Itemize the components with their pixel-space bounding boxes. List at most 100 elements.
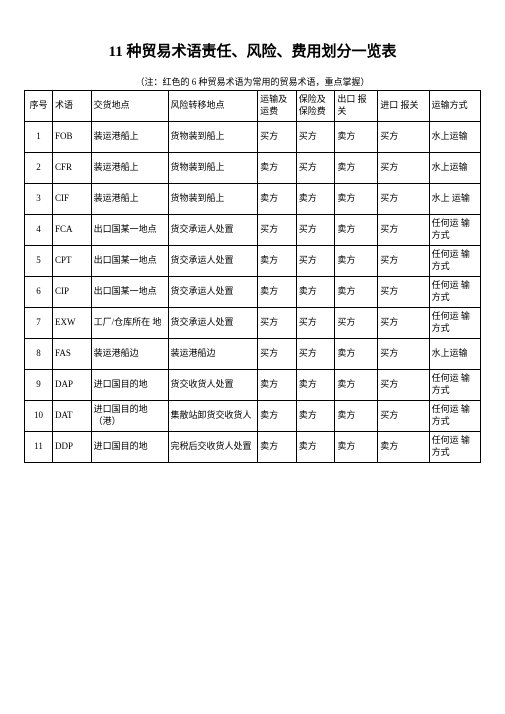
cell-risk: 完税后交收货人处置 xyxy=(168,432,258,463)
cell-risk: 货物装到船上 xyxy=(168,153,258,184)
cell-imp: 买方 xyxy=(378,153,429,184)
cell-exp: 卖方 xyxy=(335,339,378,370)
cell-risk: 货交承运人处置 xyxy=(168,277,258,308)
cell-ins: 卖方 xyxy=(296,184,335,215)
col-imp: 进口 报关 xyxy=(378,91,429,122)
cell-term: EXW xyxy=(53,308,92,339)
cell-trans: 任何运 输方式 xyxy=(429,215,480,246)
cell-risk: 货交承运人处置 xyxy=(168,308,258,339)
cell-place: 出口国某一地点 xyxy=(91,215,168,246)
cell-ins: 买方 xyxy=(296,215,335,246)
table-row: 5CPT出口国某一地点货交承运人处置卖方买方卖方买方任何运 输方式 xyxy=(25,246,481,277)
cell-trans: 任何运 输方式 xyxy=(429,432,480,463)
cell-seq: 3 xyxy=(25,184,53,215)
table-row: 10DAT进口国目的地（港）集散站卸货交收货人卖方卖方卖方买方任何运 输方式 xyxy=(25,401,481,432)
cell-place: 装运港船上 xyxy=(91,122,168,153)
cell-term: CIP xyxy=(53,277,92,308)
cell-risk: 货交承运人处置 xyxy=(168,246,258,277)
cell-risk: 装运港船边 xyxy=(168,339,258,370)
cell-place: 进口国目的地 xyxy=(91,370,168,401)
cell-imp: 买方 xyxy=(378,370,429,401)
cell-place: 装运港船上 xyxy=(91,184,168,215)
cell-ins: 卖方 xyxy=(296,277,335,308)
table-row: 6CIP出口国某一地点货交承运人处置卖方卖方卖方买方任何运 输方式 xyxy=(25,277,481,308)
cell-imp: 买方 xyxy=(378,215,429,246)
cell-place: 装运港船边 xyxy=(91,339,168,370)
cell-seq: 7 xyxy=(25,308,53,339)
cell-place: 工厂/仓库所在 地 xyxy=(91,308,168,339)
col-seq: 序号 xyxy=(25,91,53,122)
table-row: 3CIF装运港船上货物装到船上卖方卖方卖方买方水上 运输 xyxy=(25,184,481,215)
cell-trans: 任何运 输方式 xyxy=(429,308,480,339)
table-row: 2CFR装运港船上货物装到船上卖方买方卖方买方水上运输 xyxy=(25,153,481,184)
cell-exp: 卖方 xyxy=(335,401,378,432)
cell-freight: 买方 xyxy=(258,122,297,153)
cell-trans: 任何运 输方式 xyxy=(429,277,480,308)
cell-seq: 4 xyxy=(25,215,53,246)
cell-seq: 11 xyxy=(25,432,53,463)
cell-term: DAT xyxy=(53,401,92,432)
cell-term: DDP xyxy=(53,432,92,463)
cell-trans: 任何运 输方式 xyxy=(429,370,480,401)
cell-imp: 买方 xyxy=(378,246,429,277)
cell-trans: 水上运输 xyxy=(429,122,480,153)
cell-freight: 卖方 xyxy=(258,153,297,184)
cell-freight: 卖方 xyxy=(258,401,297,432)
cell-imp: 买方 xyxy=(378,184,429,215)
table-row: 4FCA出口国某一地点货交承运人处置买方买方卖方买方任何运 输方式 xyxy=(25,215,481,246)
cell-exp: 卖方 xyxy=(335,246,378,277)
col-place: 交货地点 xyxy=(91,91,168,122)
cell-risk: 货物装到船上 xyxy=(168,184,258,215)
cell-ins: 卖方 xyxy=(296,401,335,432)
col-trans: 运输方式 xyxy=(429,91,480,122)
cell-term: CFR xyxy=(53,153,92,184)
cell-trans: 水上 运输 xyxy=(429,184,480,215)
cell-ins: 买方 xyxy=(296,246,335,277)
cell-ins: 卖方 xyxy=(296,432,335,463)
cell-ins: 买方 xyxy=(296,153,335,184)
page-title: 11 种贸易术语责任、风险、费用划分一览表 xyxy=(24,40,481,61)
col-ins: 保险及保险费 xyxy=(296,91,335,122)
cell-term: FAS xyxy=(53,339,92,370)
table-row: 11DDP进口国目的地完税后交收货人处置卖方卖方卖方卖方任何运 输方式 xyxy=(25,432,481,463)
terms-table: 序号 术语 交货地点 风险转移地点 运输及运费 保险及保险费 出口 报关 进口 … xyxy=(24,90,481,463)
cell-imp: 买方 xyxy=(378,277,429,308)
cell-exp: 卖方 xyxy=(335,432,378,463)
cell-place: 出口国某一地点 xyxy=(91,277,168,308)
cell-exp: 卖方 xyxy=(335,153,378,184)
cell-seq: 1 xyxy=(25,122,53,153)
cell-freight: 卖方 xyxy=(258,432,297,463)
col-exp: 出口 报关 xyxy=(335,91,378,122)
table-row: 9DAP进口国目的地货交收货人处置卖方卖方卖方买方任何运 输方式 xyxy=(25,370,481,401)
cell-place: 进口国目的地 xyxy=(91,432,168,463)
cell-seq: 2 xyxy=(25,153,53,184)
cell-trans: 任何运 输方式 xyxy=(429,401,480,432)
table-row: 1FOB装运港船上货物装到船上买方买方卖方买方水上运输 xyxy=(25,122,481,153)
cell-risk: 货物装到船上 xyxy=(168,122,258,153)
cell-place: 出口国某一地点 xyxy=(91,246,168,277)
cell-freight: 卖方 xyxy=(258,370,297,401)
cell-trans: 水上运输 xyxy=(429,339,480,370)
cell-exp: 卖方 xyxy=(335,122,378,153)
cell-freight: 卖方 xyxy=(258,246,297,277)
cell-freight: 卖方 xyxy=(258,184,297,215)
cell-seq: 5 xyxy=(25,246,53,277)
cell-seq: 8 xyxy=(25,339,53,370)
cell-ins: 卖方 xyxy=(296,370,335,401)
cell-trans: 任何运 输方式 xyxy=(429,246,480,277)
cell-imp: 买方 xyxy=(378,339,429,370)
cell-freight: 买方 xyxy=(258,339,297,370)
cell-exp: 卖方 xyxy=(335,277,378,308)
cell-ins: 买方 xyxy=(296,308,335,339)
cell-freight: 买方 xyxy=(258,215,297,246)
col-term: 术语 xyxy=(53,91,92,122)
cell-freight: 卖方 xyxy=(258,277,297,308)
cell-ins: 买方 xyxy=(296,122,335,153)
page-note: （注：红色的 6 种贸易术语为常用的贸易术语，重点掌握） xyxy=(24,75,481,88)
table-header-row: 序号 术语 交货地点 风险转移地点 运输及运费 保险及保险费 出口 报关 进口 … xyxy=(25,91,481,122)
cell-seq: 6 xyxy=(25,277,53,308)
cell-term: CPT xyxy=(53,246,92,277)
cell-seq: 10 xyxy=(25,401,53,432)
cell-term: DAP xyxy=(53,370,92,401)
table-row: 7EXW工厂/仓库所在 地货交承运人处置买方买方买方买方任何运 输方式 xyxy=(25,308,481,339)
